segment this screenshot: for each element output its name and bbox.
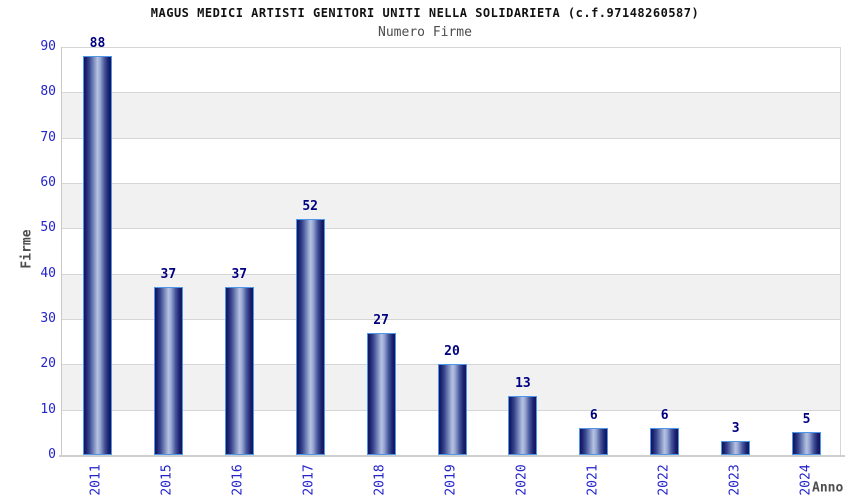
bar [367, 333, 396, 455]
y-tick-label: 30 [40, 311, 56, 326]
gridline [62, 92, 840, 94]
y-tick-label: 20 [40, 356, 56, 372]
y-tick-label: 90 [40, 39, 56, 54]
x-tick-label: 2019 [443, 464, 459, 496]
y-axis-title: Firme [19, 229, 35, 269]
bar-value-label: 13 [515, 376, 531, 391]
plot-area: 88 37 37 52 27 20 13 6 6 3 5 [61, 36, 841, 455]
y-tick-label: 10 [40, 401, 56, 417]
bar-value-label: 37 [231, 267, 248, 282]
bar [83, 56, 112, 455]
x-tick-label: 2015 [159, 464, 175, 496]
background-band [62, 273, 840, 319]
x-tick-label: 2021 [585, 464, 601, 496]
gridline [62, 228, 840, 230]
x-axis-line [59, 455, 845, 457]
x-tick-label: 2017 [301, 464, 317, 496]
bar [792, 432, 821, 455]
y-tick-label: 40 [40, 265, 56, 281]
x-tick-label: 2016 [230, 464, 246, 496]
x-tick-label: 2020 [514, 464, 530, 496]
background-band [62, 183, 840, 229]
gridline [62, 137, 840, 139]
bar [508, 396, 537, 455]
bar-value-label: 20 [444, 344, 460, 359]
x-tick-label: 2022 [656, 464, 672, 496]
y-tick-label: 80 [40, 84, 56, 100]
bar-value-label: 5 [802, 412, 811, 427]
x-tick-label: 2024 [798, 464, 814, 496]
chart-title: MAGUS MEDICI ARTISTI GENITORI UNITI NELL… [150, 6, 700, 20]
gridline [62, 47, 840, 48]
bar-value-label: 6 [660, 408, 669, 423]
x-tick-label: 2023 [727, 464, 743, 496]
bar [225, 287, 254, 455]
chart-subtitle: Numero Firme [378, 25, 472, 40]
bar [296, 219, 325, 455]
gridline [62, 319, 840, 320]
gridline [62, 273, 840, 275]
y-tick-label: 60 [40, 175, 56, 190]
background-band [62, 92, 840, 138]
bar [154, 287, 183, 455]
bar [721, 441, 750, 455]
y-tick-label: 50 [40, 220, 56, 236]
bar-value-label: 3 [731, 421, 740, 436]
bar-value-label: 6 [589, 408, 598, 423]
y-tick-label: 70 [40, 129, 56, 145]
bar [579, 428, 608, 455]
x-axis-title: Anno [812, 480, 844, 496]
bar [438, 364, 467, 455]
gridline [62, 183, 840, 184]
bar-value-label: 52 [302, 199, 318, 214]
y-tick-label: 0 [48, 447, 56, 462]
x-tick-label: 2018 [372, 464, 388, 496]
bar-value-label: 27 [373, 313, 389, 328]
bar-value-label: 37 [160, 267, 177, 282]
bar-value-label: 88 [89, 36, 106, 51]
bar [650, 428, 679, 455]
x-tick-label: 2011 [88, 464, 104, 496]
